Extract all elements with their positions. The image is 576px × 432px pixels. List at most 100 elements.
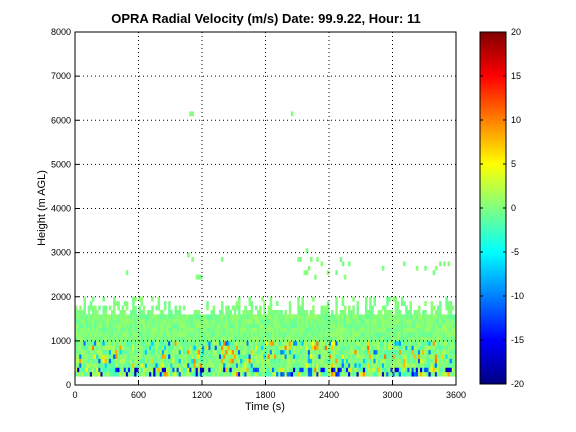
heatmap-cell — [278, 323, 281, 329]
heatmap-cell — [341, 318, 345, 324]
heatmap-cell — [85, 340, 89, 346]
heatmap-cell — [381, 305, 385, 311]
heatmap-cell — [269, 345, 273, 351]
heatmap-cell — [242, 327, 245, 333]
heatmap-cell — [130, 327, 133, 333]
heatmap-cell — [216, 318, 220, 324]
heatmap-cell — [155, 362, 158, 368]
heatmap-cell — [87, 327, 91, 333]
heatmap-cell — [362, 349, 366, 355]
heatmap-cell — [343, 345, 347, 351]
heatmap-cell — [405, 349, 408, 355]
heatmap-cell — [140, 367, 144, 373]
heatmap-cell — [144, 323, 148, 329]
heatmap-cell — [187, 314, 190, 320]
heatmap-cell — [329, 367, 332, 373]
heatmap-cell — [343, 274, 347, 280]
heatmap-cell — [191, 367, 194, 373]
heatmap-cell — [316, 332, 319, 337]
heatmap-cell — [106, 367, 110, 373]
heatmap-cell — [149, 349, 152, 355]
heatmap-cell — [276, 371, 279, 377]
heatmap-cell — [98, 314, 101, 320]
heatmap-cell — [297, 309, 300, 315]
heatmap-cell — [77, 340, 80, 346]
heatmap-cell — [157, 318, 161, 324]
heatmap-cell — [388, 336, 391, 342]
heatmap-cell — [87, 314, 91, 320]
heatmap-cell — [170, 340, 173, 346]
heatmap-cell — [242, 345, 245, 351]
heatmap-cell — [341, 309, 345, 315]
heatmap-cell — [254, 349, 258, 355]
heatmap-cell — [174, 349, 177, 355]
heatmap-cell — [138, 354, 142, 359]
heatmap-cell — [146, 323, 150, 329]
heatmap-cell — [259, 358, 262, 364]
heatmap-cell — [303, 340, 307, 346]
heatmap-cell — [290, 362, 294, 368]
heatmap-cell — [237, 296, 241, 302]
heatmap-cell — [104, 318, 108, 324]
heatmap-cell — [233, 362, 237, 368]
heatmap-cell — [367, 345, 370, 351]
heatmap-cell — [212, 362, 216, 368]
heatmap-cell — [149, 367, 152, 373]
heatmap-cell — [257, 354, 260, 359]
y-tick-label: 8000 — [51, 27, 71, 37]
heatmap-cell — [91, 367, 95, 373]
heatmap-cell — [339, 367, 343, 373]
heatmap-cell — [449, 367, 453, 373]
heatmap-cell — [295, 340, 298, 346]
heatmap-cell — [324, 309, 328, 315]
heatmap-cell — [269, 309, 273, 315]
heatmap-cell — [392, 358, 396, 364]
heatmap-cell — [117, 358, 120, 364]
colorbar-tick-label: -20 — [511, 379, 524, 389]
heatmap-cell — [348, 261, 351, 267]
heatmap-cell — [358, 323, 362, 329]
heatmap-cell — [379, 345, 383, 351]
heatmap-cell — [244, 367, 247, 373]
heatmap-cell — [280, 340, 283, 346]
heatmap-cell — [451, 358, 455, 364]
heatmap-cell — [443, 318, 446, 324]
heatmap-cell — [248, 314, 252, 320]
heatmap-cell — [170, 362, 173, 368]
heatmap-cell — [343, 371, 347, 377]
heatmap-cell — [252, 340, 256, 346]
heatmap-cell — [339, 345, 343, 351]
heatmap-cell — [405, 367, 408, 373]
heatmap-cell — [388, 345, 391, 351]
heatmap-cell — [424, 358, 427, 364]
heatmap-cell — [422, 371, 425, 377]
heatmap-cell — [115, 354, 118, 359]
heatmap-cell — [168, 336, 171, 342]
heatmap-cell — [420, 354, 423, 359]
heatmap-cell — [288, 367, 292, 373]
heatmap-cell — [447, 358, 451, 364]
heatmap-cell — [163, 354, 167, 359]
heatmap-cell — [436, 349, 440, 355]
heatmap-cell — [218, 358, 222, 364]
heatmap-cell — [174, 358, 177, 364]
heatmap-cell — [235, 371, 239, 377]
heatmap-cell — [202, 367, 205, 373]
heatmap-cell — [436, 367, 440, 373]
heatmap-cell — [343, 332, 347, 337]
heatmap-cell — [443, 340, 446, 346]
heatmap-cell — [168, 314, 171, 320]
heatmap-cell — [106, 362, 110, 368]
heatmap-cell — [134, 305, 137, 311]
heatmap-cell — [142, 354, 146, 359]
heatmap-cell — [223, 358, 226, 364]
heatmap-cell — [318, 332, 321, 337]
heatmap-cell — [358, 354, 362, 359]
heatmap-cell — [214, 345, 218, 351]
heatmap-cell — [108, 314, 112, 320]
heatmap-cell — [123, 318, 127, 324]
heatmap-cell — [229, 327, 233, 333]
heatmap-cell — [381, 371, 385, 377]
heatmap-cell — [136, 358, 139, 364]
heatmap-cell — [295, 358, 298, 364]
